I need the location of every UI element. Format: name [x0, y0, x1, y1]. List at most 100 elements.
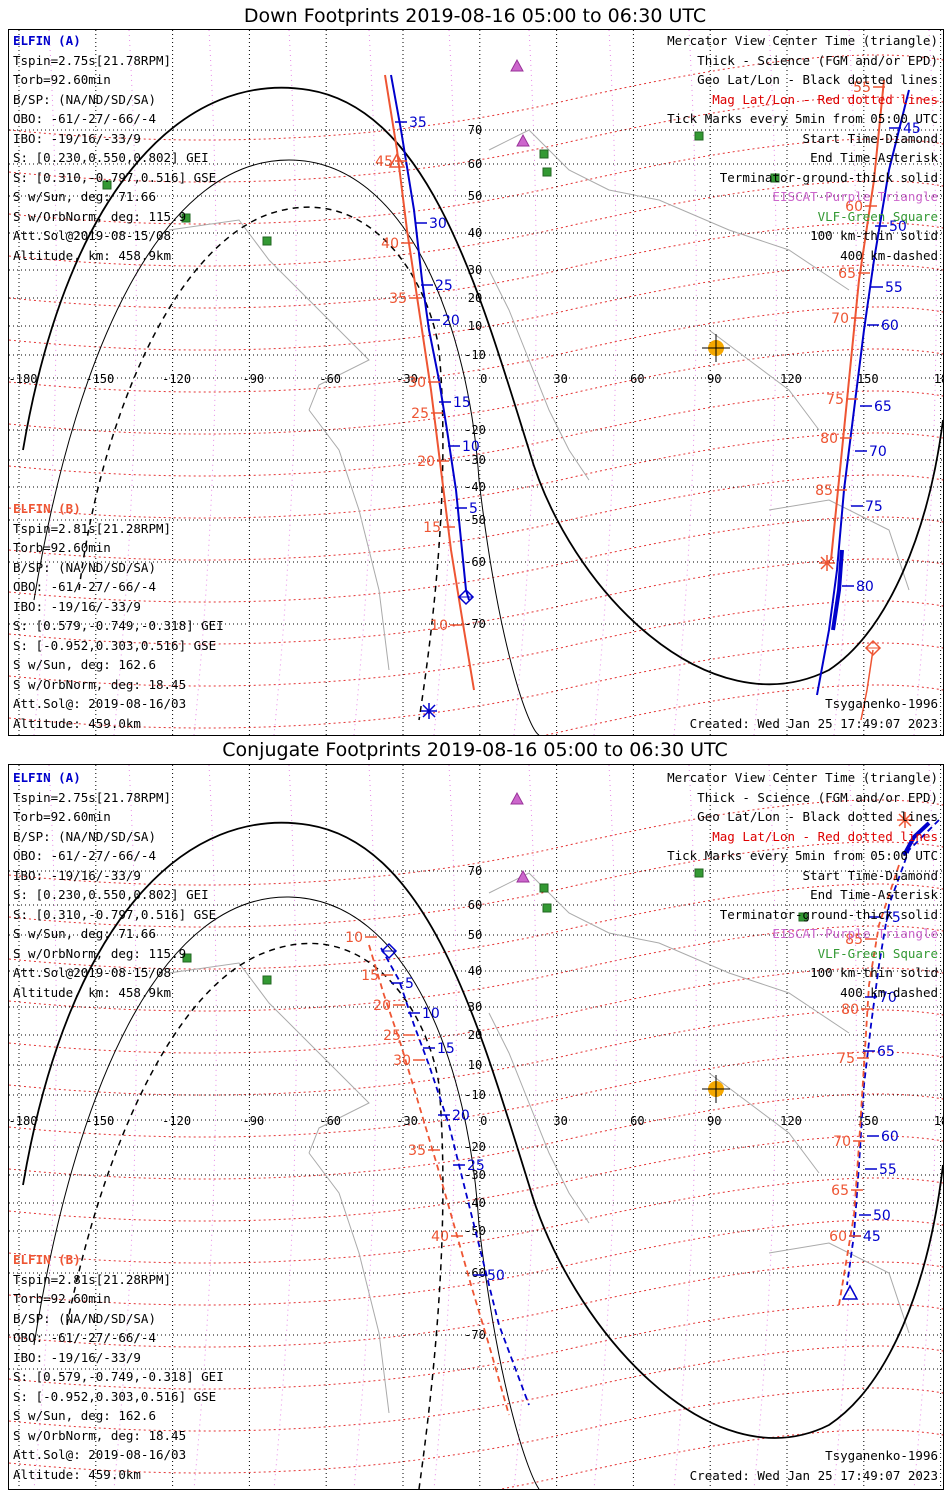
- vlf-square: [262, 975, 272, 985]
- legend-item: Tick Marks every 5min from 05:00 UTC: [667, 111, 938, 126]
- tick-label: 20: [442, 313, 460, 329]
- legend-item: VLF-Green Square: [817, 208, 938, 224]
- tick-label: 80: [856, 579, 874, 595]
- legend-item: Geo Lat/Lon - Black dotted lines: [697, 809, 938, 824]
- tick-label: 5: [469, 501, 478, 517]
- lat-label: 10: [468, 319, 482, 333]
- probe-a-science-segment: [902, 821, 931, 856]
- lon-label: 120: [780, 372, 802, 386]
- legend-item: Start Time-Diamond: [802, 130, 938, 146]
- lat-label: -60: [464, 555, 486, 569]
- probe-a-line: S w/Sun, deg: 71.66: [13, 189, 156, 204]
- probe-b-line: Att.Sol@: 2019-08-16/03: [13, 696, 187, 711]
- legend-item: Mag Lat/Lon - Red dotted lines: [712, 91, 938, 107]
- tick-label: 80: [820, 431, 838, 447]
- probe-b-track-right: [830, 79, 885, 561]
- mag-lat-line: [9, 1261, 943, 1348]
- probe-a-line: Altitude, km: 458.9km: [13, 247, 172, 263]
- probe-a-line: S: [0.230,0.550,0.802] GEI: [13, 150, 209, 165]
- lat-label: 40: [468, 226, 482, 240]
- tick-label: 25: [411, 406, 429, 422]
- panel-title-conjugate: Conjugate Footprints 2019-08-16 05:00 to…: [222, 739, 728, 761]
- legend-item: 400 km-dashed: [840, 984, 938, 1000]
- tick-label: 20: [373, 998, 391, 1014]
- created-label: Created: Wed Jan 25 17:49:07 2023: [689, 1467, 938, 1483]
- eiscat-triangle: [510, 791, 524, 805]
- legend-item: EISCAT-Purple Triangle: [772, 189, 938, 204]
- coastline: [488, 1012, 590, 1224]
- lon-label: 90: [707, 372, 721, 386]
- legend-item: Tick Marks every 5min from 05:00 UTC: [667, 848, 938, 863]
- probe-b-info: ELFIN (B) Tspin=2.81s[21.28RPM] Torb=92.…: [13, 1250, 224, 1484]
- mag-lon-line: [593, 765, 617, 1489]
- probe-b-track-right: [838, 864, 900, 1306]
- legend-item: VLF-Green Square: [817, 945, 938, 961]
- tick-label: 20: [452, 1108, 470, 1124]
- vlf-square: [694, 868, 704, 878]
- probe-a-track-right: [846, 819, 940, 1286]
- probe-a-name: ELFIN (A): [13, 33, 81, 48]
- tick-label: 70: [879, 990, 897, 1006]
- lon-label: 0: [480, 1114, 487, 1128]
- probe-a-line: IBO: -19/16/-33/9: [13, 867, 141, 883]
- probe-a-line: S: [0.310,-0.797,0.516] GSE: [13, 906, 217, 922]
- mag-lat-line: [9, 306, 943, 393]
- tick-label: 70: [831, 311, 849, 327]
- probe-b-line: S: [0.579,-0.749,-0.318] GEI: [13, 1369, 224, 1384]
- probe-b-line: S w/OrbNorm, deg: 18.45: [13, 1427, 187, 1443]
- mag-lat-line: [9, 925, 943, 1012]
- probe-a-track: [380, 947, 530, 1406]
- mag-lat-line: [9, 180, 943, 267]
- tick-label: 30: [429, 216, 447, 232]
- lon-label: 60: [630, 372, 644, 386]
- end-asterisk: [898, 813, 912, 827]
- probe-a-track: [390, 74, 470, 601]
- tick-label: 40: [431, 1229, 449, 1245]
- terminator-ground-line: [22, 86, 943, 685]
- legend-item: EISCAT-Purple Triangle: [772, 926, 938, 941]
- tick-label: 40: [381, 236, 399, 252]
- mag-lon-line: [353, 765, 377, 1489]
- mag-lat-line: [9, 264, 943, 351]
- mag-lat-line: [9, 474, 943, 561]
- coastline: [768, 1242, 910, 1334]
- probe-a-line: OBO: -61/-27/-66/-4: [13, 848, 156, 863]
- mag-lat-line: [9, 1219, 943, 1306]
- lat-label: 50: [468, 189, 482, 203]
- center-time-triangle: [841, 1284, 859, 1300]
- probe-a-line: IBO: -19/16/-33/9: [13, 130, 141, 146]
- tick-label: 80: [841, 1002, 859, 1018]
- tick-label: 45: [863, 1229, 881, 1245]
- vlf-square: [102, 180, 112, 190]
- start-diamond: [457, 588, 475, 606]
- probe-b-line: OBO: -61/-27/-66/-4: [13, 579, 156, 594]
- legend-item: Mercator View Center Time (triangle): [667, 33, 938, 48]
- probe-a-line: S: [0.310,-0.797,0.516] GSE: [13, 169, 217, 185]
- tick-label: 50: [889, 219, 907, 235]
- down-footprints-map: -180 -150 -120 -90 -60 -30 0 30 60 90 120 150 180 70 6…: [8, 29, 944, 736]
- legend: Mercator View Center Time (triangle) Thi…: [667, 31, 938, 265]
- probe-b-line: B/SP: (NA/ND/SD/SA): [13, 1310, 156, 1326]
- vlf-square: [262, 236, 272, 246]
- mag-lon-line: [593, 30, 617, 735]
- lon-label: 120: [780, 1114, 802, 1128]
- mag-lon-line: [433, 765, 457, 1489]
- lon-label: 60: [630, 1114, 644, 1128]
- end-asterisk: [422, 704, 436, 718]
- probe-b-end-segment: [860, 649, 874, 721]
- tick-label: 85: [845, 932, 863, 948]
- tick-label: 45: [375, 154, 393, 170]
- probe-a-info: ELFIN (A) Tspin=2.75s[21.78RPM] Torb=92.…: [13, 768, 216, 1002]
- mag-lat-line: [9, 432, 943, 519]
- probe-b-line: Tspin=2.81s[21.28RPM]: [13, 520, 172, 536]
- lon-label: -60: [319, 1114, 341, 1128]
- vlf-square: [539, 883, 549, 893]
- probe-b-line: IBO: -19/16/-33/9: [13, 598, 141, 614]
- probe-a-line: Tspin=2.75s[21.78RPM]: [13, 52, 172, 68]
- footer-info: Tsyganenko-1996 Created: Wed Jan 25 17:4…: [690, 1446, 938, 1485]
- probe-a-line: OBO: -61/-27/-66/-4: [13, 111, 156, 126]
- probe-b-line: Altitude: 459.0km: [13, 1466, 141, 1482]
- probe-b-line: OBO: -61/-27/-66/-4: [13, 1330, 156, 1345]
- tick-label: 75: [837, 1051, 855, 1067]
- legend-item: Geo Lat/Lon - Black dotted lines: [697, 72, 938, 87]
